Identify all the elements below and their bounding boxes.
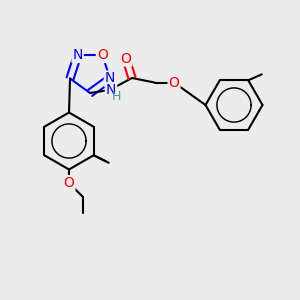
Text: H: H — [111, 90, 121, 103]
Text: O: O — [169, 76, 179, 89]
Text: N: N — [105, 71, 115, 85]
Text: O: O — [64, 176, 74, 190]
Text: O: O — [121, 52, 131, 65]
Text: O: O — [97, 48, 108, 62]
Text: N: N — [106, 83, 116, 97]
Text: N: N — [73, 48, 83, 62]
